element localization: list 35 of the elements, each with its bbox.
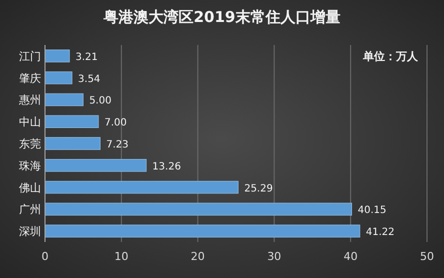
bar <box>44 71 72 84</box>
data-label: 5.00 <box>89 96 112 107</box>
data-label: 3.21 <box>76 52 98 63</box>
y-tick-label: 东莞 <box>19 138 41 150</box>
bar <box>44 93 84 106</box>
x-tick-label: 40 <box>344 250 358 263</box>
y-tick-label: 肇庆 <box>19 72 41 85</box>
data-label: 40.15 <box>358 205 386 216</box>
bar <box>44 202 352 216</box>
x-tick-label: 30 <box>267 250 282 263</box>
data-label: 7.23 <box>106 140 129 150</box>
bar <box>44 159 147 172</box>
y-tick-label: 中山 <box>19 116 41 129</box>
annotation: 单位：万人 <box>362 50 419 63</box>
data-label: 7.00 <box>104 118 127 129</box>
data-label: 13.26 <box>152 161 181 172</box>
x-tick-label: 10 <box>114 250 128 263</box>
y-tick-label: 深圳 <box>19 225 41 238</box>
data-label: 25.29 <box>244 183 273 194</box>
bar <box>44 137 100 150</box>
bar <box>44 50 70 62</box>
chart-title: 粤港澳大湾区2019末常住人口增量 <box>102 8 340 26</box>
bar <box>44 115 99 128</box>
y-tick-label: 珠海 <box>19 159 41 172</box>
y-tick-label: 佛山 <box>19 181 41 194</box>
data-label: 41.22 <box>366 227 395 238</box>
y-tick-label: 江门 <box>19 50 41 63</box>
x-tick-label: 0 <box>42 250 48 263</box>
y-tick-label: 广州 <box>19 203 41 216</box>
x-tick-label: 20 <box>190 250 205 263</box>
data-label: 3.54 <box>78 74 100 85</box>
bar <box>44 180 238 194</box>
y-tick-label: 惠州 <box>18 94 41 107</box>
bar <box>44 224 360 238</box>
x-tick-label: 50 <box>420 250 434 263</box>
